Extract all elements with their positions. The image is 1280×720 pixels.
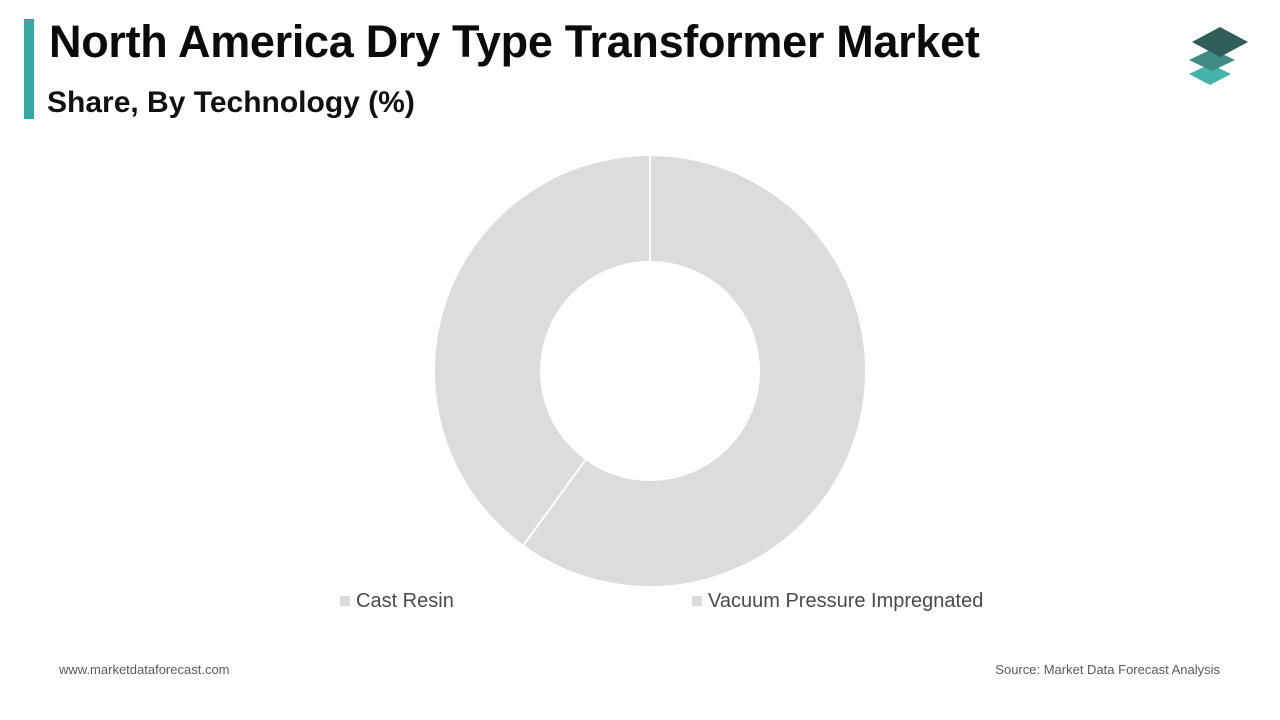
chart-subtitle: Share, By Technology (%) (47, 86, 415, 119)
title-accent-bar (24, 19, 34, 119)
stacked-layers-logo-icon (1189, 27, 1248, 85)
logo-layer-top (1192, 27, 1248, 57)
legend-label: Cast Resin (356, 589, 454, 612)
donut-slice-cast-resin (433, 153, 651, 548)
logo-layer-bottom (1189, 64, 1231, 85)
legend-item-vacuum-pressure-impregnated: Vacuum Pressure Impregnated (692, 590, 983, 612)
legend-swatch (340, 596, 350, 606)
footer-website: www.marketdataforecast.com (59, 662, 230, 677)
donut-slice-vacuum-pressure-impregnated (521, 153, 867, 588)
legend-item-cast-resin: Cast Resin (340, 590, 454, 612)
legend-swatch (692, 596, 702, 606)
legend-label: Vacuum Pressure Impregnated (708, 589, 984, 612)
chart-title: North America Dry Type Transformer Marke… (49, 16, 980, 67)
footer-source: Source: Market Data Forecast Analysis (995, 662, 1220, 677)
